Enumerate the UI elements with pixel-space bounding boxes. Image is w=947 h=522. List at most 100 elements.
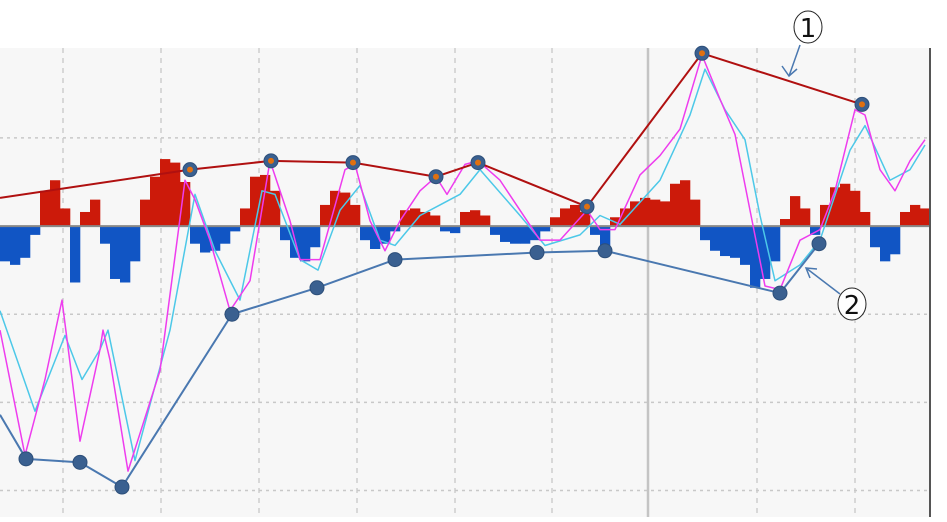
upper-trend-point-center (350, 159, 356, 166)
histogram-bar-positive (330, 190, 341, 227)
plot-background (0, 48, 930, 517)
histogram-bar-negative (540, 226, 551, 232)
histogram-bar-negative (210, 226, 221, 251)
histogram-bar-negative (750, 226, 761, 288)
histogram-bar-positive (670, 183, 681, 227)
callout-1-arrowhead (781, 65, 798, 78)
histogram-bar-negative (770, 226, 781, 262)
histogram-bar-negative (300, 226, 311, 262)
histogram-bar-positive (910, 204, 921, 227)
histogram-bar-positive (660, 201, 671, 227)
histogram-bar-negative (710, 226, 721, 251)
histogram-bar-positive (170, 162, 181, 227)
upper-trend-point-center (475, 159, 481, 166)
histogram-bar-positive (140, 199, 151, 227)
histogram-bar-positive (790, 196, 801, 227)
upper-trend-point-center (859, 101, 865, 108)
histogram-bar-negative (730, 226, 741, 258)
histogram-bar-negative (120, 226, 131, 283)
histogram-bar-negative (130, 226, 141, 262)
histogram-bar-negative (380, 226, 391, 244)
histogram-bar-negative (220, 226, 231, 244)
callout-1-arrow (788, 44, 801, 77)
histogram-bar-positive (630, 201, 641, 227)
histogram-bar-negative (490, 226, 501, 235)
upper-trend-point-center (584, 203, 590, 210)
histogram-bar-negative (600, 226, 611, 253)
lower-trend-point (772, 285, 788, 301)
histogram-bar-negative (590, 226, 601, 235)
histogram-bar-negative (760, 226, 771, 279)
histogram-bar-negative (500, 226, 511, 242)
histogram-bar-positive (420, 211, 431, 227)
histogram-bar-positive (470, 210, 481, 227)
series-markers (18, 45, 870, 495)
histogram-bar-positive (90, 199, 101, 227)
histogram-bar-positive (560, 208, 571, 227)
histogram-bar-positive (690, 199, 701, 227)
callout-2: 2 (804, 267, 867, 321)
lower-trend-point (811, 236, 827, 252)
histogram-bar-positive (60, 208, 71, 227)
fast-line (0, 54, 926, 472)
histogram-bar-negative (100, 226, 111, 244)
histogram-bar-negative (810, 226, 821, 235)
histogram-bar-positive (240, 208, 251, 227)
upper-trend-point-center (187, 166, 193, 173)
histogram-bar-positive (920, 208, 931, 227)
histogram-bar-positive (150, 176, 161, 227)
lower-trend-point (114, 479, 130, 495)
histogram-bar-positive (840, 183, 851, 227)
histogram-bar-positive (160, 159, 171, 227)
histogram-bar-negative (0, 226, 11, 262)
histogram-bar-positive (680, 180, 691, 227)
histogram-bar-positive (430, 215, 441, 227)
histogram-bar-positive (320, 204, 331, 227)
histogram-bar-negative (230, 226, 241, 232)
histogram-bar-negative (880, 226, 891, 262)
lower-trend-point (72, 454, 88, 470)
histogram-bar-negative (370, 226, 381, 249)
histogram-bar-negative (700, 226, 711, 241)
histogram-bar-positive (50, 180, 61, 227)
callout-2-circle (837, 287, 867, 321)
histogram-bar-positive (400, 210, 411, 227)
histogram-bar-positive (80, 211, 91, 227)
histogram-bar-positive (860, 211, 871, 227)
callout-1-circle (793, 10, 823, 44)
histogram-bar-positive (260, 174, 271, 227)
slow-line (0, 68, 926, 462)
upper-trend-point-center (433, 173, 439, 180)
histogram-bar-positive (640, 197, 651, 227)
histogram-bar-positive (650, 199, 661, 227)
callout-1-label: 1 (800, 14, 817, 44)
histogram-bar-negative (110, 226, 121, 279)
histogram-bar-negative (70, 226, 81, 283)
histogram-bar-negative (740, 226, 751, 265)
histogram-bar-negative (720, 226, 731, 257)
lower-trend-point (387, 252, 403, 268)
histogram-bar-positive (250, 176, 261, 227)
histogram-bar-positive (570, 204, 581, 227)
histogram-bar-negative (360, 226, 371, 241)
histogram-bar-positive (460, 211, 471, 227)
upper-trend-point-center (268, 157, 274, 164)
upper-trend-point-center (699, 50, 705, 57)
histogram-bar-negative (200, 226, 211, 253)
lower-trend-point (224, 306, 240, 322)
histogram-bar-negative (30, 226, 41, 235)
histogram-bar-positive (270, 190, 281, 227)
histogram-bar-negative (280, 226, 291, 241)
histogram-bar-negative (10, 226, 21, 265)
histogram-bar-positive (580, 211, 591, 227)
lower-trend-point (529, 245, 545, 261)
histogram-bar-positive (550, 217, 561, 227)
histogram-bar-negative (440, 226, 451, 232)
histogram-bar-negative (520, 226, 531, 244)
histogram-bar-positive (900, 211, 911, 227)
lower-trend-point (309, 280, 325, 296)
callout-2-label: 2 (844, 291, 861, 321)
histogram-bar-positive (830, 187, 841, 227)
histogram-bar-positive (40, 190, 51, 227)
